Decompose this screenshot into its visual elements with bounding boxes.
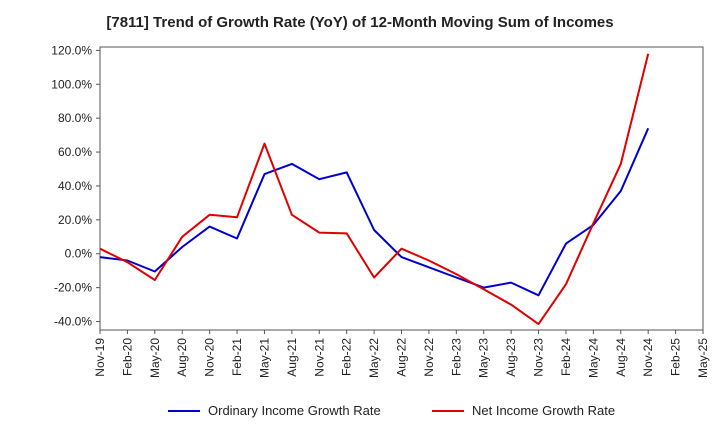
- x-tick-label: May-23: [477, 338, 491, 378]
- x-tick-label: Nov-23: [532, 338, 546, 377]
- x-tick-label: Aug-22: [395, 338, 409, 377]
- x-tick-label: Aug-20: [175, 338, 189, 377]
- x-tick-label: Aug-24: [614, 338, 628, 377]
- x-tick-label: May-20: [148, 338, 162, 378]
- x-tick-label: Nov-22: [422, 338, 436, 377]
- x-tick-label: Feb-23: [449, 338, 463, 376]
- x-tick-label: Feb-20: [120, 338, 134, 376]
- plot-area: [99, 46, 704, 331]
- y-tick-label: 60.0%: [58, 145, 92, 159]
- x-tick-label: Feb-22: [340, 338, 354, 376]
- x-tick-label: May-21: [257, 338, 271, 378]
- chart-title: [7811] Trend of Growth Rate (YoY) of 12-…: [106, 14, 614, 31]
- y-tick-label: 40.0%: [58, 179, 92, 193]
- legend-label: Net Income Growth Rate: [472, 403, 615, 418]
- y-tick-label: -20.0%: [54, 281, 92, 295]
- series-lines: [99, 53, 650, 326]
- y-tick-labels: 120.0% 100.0% 80.0% 60.0% 40.0% 20.0% 0.0% -20.…: [51, 43, 92, 328]
- x-tick-label: May-25: [696, 338, 710, 378]
- series-line-net-income: [99, 53, 650, 326]
- x-tick-label: Nov-19: [93, 338, 107, 377]
- x-tick-labels: Nov-19 Feb-20 May-20 Aug-20 Nov-20 Feb-21 May-…: [93, 338, 710, 378]
- axes: [96, 46, 704, 334]
- y-tick-label: 100.0%: [51, 77, 92, 91]
- x-tick-label: Aug-23: [504, 338, 518, 377]
- legend: Ordinary Income Growth Rate Net Income Gr…: [168, 403, 615, 418]
- x-tick-label: Nov-24: [641, 338, 655, 377]
- x-tick-label: Feb-24: [559, 338, 573, 376]
- x-tick-label: Aug-21: [285, 338, 299, 377]
- x-tick-label: Feb-21: [230, 338, 244, 376]
- x-tick-label: Nov-21: [312, 338, 326, 377]
- y-tick-label: 120.0%: [51, 43, 92, 57]
- series-line-ordinary-income: [99, 127, 650, 297]
- y-tick-label: 20.0%: [58, 213, 92, 227]
- y-tick-label: 80.0%: [58, 111, 92, 125]
- legend-label: Ordinary Income Growth Rate: [208, 403, 381, 418]
- x-tick-label: Nov-20: [203, 338, 217, 377]
- x-tick-label: Feb-25: [669, 338, 683, 376]
- y-tick-label: -40.0%: [54, 315, 92, 329]
- x-tick-label: May-24: [586, 338, 600, 378]
- x-tick-label: May-22: [367, 338, 381, 378]
- y-tick-label: 0.0%: [65, 247, 93, 261]
